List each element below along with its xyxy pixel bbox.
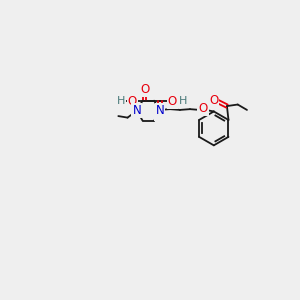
Text: O: O bbox=[209, 94, 218, 107]
Text: H: H bbox=[179, 96, 187, 106]
Text: N: N bbox=[155, 104, 164, 117]
Text: O: O bbox=[155, 107, 164, 120]
Text: N: N bbox=[132, 104, 141, 117]
Text: O: O bbox=[198, 102, 208, 115]
Text: O: O bbox=[140, 82, 149, 96]
Text: H: H bbox=[117, 96, 126, 106]
Text: O: O bbox=[168, 95, 177, 108]
Text: O: O bbox=[128, 95, 137, 108]
